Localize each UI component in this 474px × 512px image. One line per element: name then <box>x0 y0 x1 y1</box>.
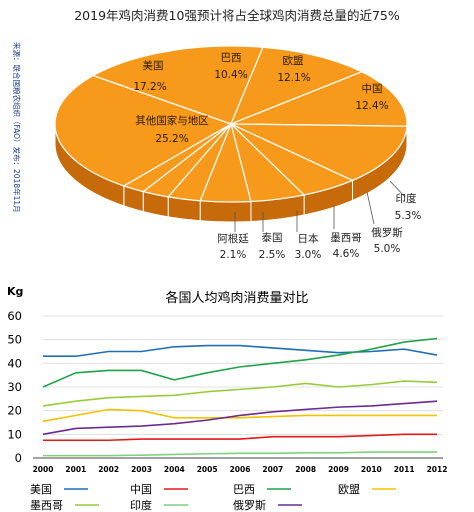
y-tick-40: 40 <box>7 356 22 370</box>
y-tick-0: 0 <box>15 451 22 465</box>
pie-value-中国: 12.4% <box>355 100 388 112</box>
x-tick-2008: 2008 <box>295 465 316 474</box>
y-tick-10: 10 <box>7 427 22 441</box>
pie-value-其他国家与地区: 25.2% <box>155 133 188 145</box>
legend-label-墨西哥: 墨西哥 <box>30 499 63 512</box>
pie-label-中国: 中国 <box>362 82 383 95</box>
x-tick-2003: 2003 <box>131 465 152 474</box>
pie-label-俄罗斯: 俄罗斯 <box>371 226 403 239</box>
pie-side-墨西哥 <box>199 200 252 223</box>
pie-leader-印度 <box>389 180 406 198</box>
legend-label-美国: 美国 <box>30 483 52 496</box>
pie-label-欧盟: 欧盟 <box>283 55 304 67</box>
legend-label-印度: 印度 <box>130 498 152 512</box>
y-axis-label: Kg <box>7 285 23 298</box>
pie-value-俄罗斯: 5.0% <box>374 243 401 255</box>
x-tick-2010: 2010 <box>361 465 382 474</box>
pie-label-墨西哥: 墨西哥 <box>330 232 362 244</box>
pie-value-欧盟: 12.1% <box>277 72 310 84</box>
pie-value-泰国: 2.5% <box>259 249 286 261</box>
pie-leader-俄罗斯 <box>366 191 375 225</box>
x-tick-2002: 2002 <box>98 465 119 474</box>
y-tick-60: 60 <box>7 309 22 323</box>
pie-chart-source: 来源：联合国粮农组织（FAO）发布：2018年11月 <box>12 42 22 213</box>
y-tick-20: 20 <box>7 404 22 418</box>
pie-chart-title: 2019年鸡肉消费10强预计将占全球鸡肉消费总量的近75% <box>74 8 400 23</box>
series-line-美国 <box>43 344 438 358</box>
x-tick-2007: 2007 <box>262 465 283 474</box>
x-tick-2000: 2000 <box>33 465 54 474</box>
pie-slice-欧盟 <box>230 71 408 127</box>
pie-slice-巴西 <box>229 46 364 126</box>
legend-label-巴西: 巴西 <box>233 483 255 496</box>
pie-label-泰国: 泰国 <box>262 231 283 244</box>
pie-label-日本: 日本 <box>298 232 319 245</box>
pie-label-印度: 印度 <box>396 192 417 205</box>
pie-value-印度: 5.3% <box>395 210 422 222</box>
x-tick-2004: 2004 <box>164 465 185 474</box>
pie-chart: 2019年鸡肉消费10强预计将占全球鸡肉消费总量的近75% 来源：联合国粮农组织… <box>12 8 422 261</box>
series-line-印度 <box>43 451 437 457</box>
x-tick-2012: 2012 <box>427 465 448 474</box>
pie-label-其他国家与地区: 其他国家与地区 <box>135 114 209 127</box>
y-tick-50: 50 <box>7 333 22 347</box>
pie-slice-中国 <box>230 123 408 182</box>
pie-value-阿根廷: 2.1% <box>220 249 247 261</box>
pie-value-美国: 17.2% <box>133 81 166 93</box>
x-tick-2011: 2011 <box>394 465 415 474</box>
pie-label-阿根廷: 阿根廷 <box>217 232 249 245</box>
legend-label-中国: 中国 <box>130 483 152 496</box>
x-tick-2005: 2005 <box>197 465 218 474</box>
x-tick-2006: 2006 <box>230 465 251 474</box>
line-chart-title: 各国人均鸡肉消费量对比 <box>165 290 308 306</box>
line-chart: 各国人均鸡肉消费量对比 Kg 0 10 20 30 40 50 60 2000 2001 2002… <box>7 285 448 512</box>
y-tick-30: 30 <box>7 380 22 394</box>
series-line-巴西 <box>42 337 438 388</box>
series-line-墨西哥 <box>42 380 438 407</box>
pie-value-墨西哥: 4.6% <box>333 248 360 260</box>
x-tick-2001: 2001 <box>65 465 86 474</box>
pie-label-巴西: 巴西 <box>221 52 242 64</box>
legend-label-欧盟: 欧盟 <box>338 483 360 496</box>
pie-slice-美国 <box>91 45 264 125</box>
series-line-欧盟 <box>42 408 437 423</box>
x-tick-2009: 2009 <box>328 465 349 474</box>
series-line-中国 <box>43 433 437 442</box>
pie-slice-其他国家与地区 <box>54 74 233 187</box>
pie-top <box>54 45 408 203</box>
pie-value-日本: 3.0% <box>295 249 322 261</box>
series-line-俄罗斯 <box>42 400 438 436</box>
pie-label-美国: 美国 <box>143 59 164 72</box>
pie-value-巴西: 10.4% <box>214 69 247 81</box>
legend-label-俄罗斯: 俄罗斯 <box>233 499 266 512</box>
